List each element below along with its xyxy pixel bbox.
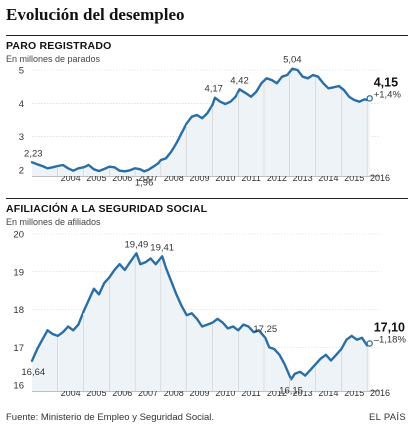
x-tick-label: 2010 [215,173,235,183]
area-fill [32,68,370,176]
y-tick-label: 16 [13,381,24,392]
x-tick-label: 2008 [164,173,184,183]
x-tick-label: 2012 [267,388,287,398]
section-divider [6,198,408,199]
data-label: 16,15 [279,385,303,396]
paro-chart: 2 3 4 5 2004 2005 2006 2007 2008 2009 2010 2011 2012… [19,55,402,189]
x-tick-label: 2013 [293,388,313,398]
chart1-subtitle: En millones de parados [6,54,101,64]
area-fill [32,253,370,391]
data-label: 17,25 [253,324,277,335]
data-label: 2,23 [24,148,43,159]
x-tick-label: 2011 [241,173,260,183]
x-tick-label: 2010 [215,388,235,398]
x-tick-label: 2007 [138,388,158,398]
last-change-label: +1,4% [374,89,402,100]
x-tick-label: 2006 [112,388,132,398]
x-tick-label: 2015 [344,388,364,398]
series-line [30,252,371,381]
series-line [30,67,371,173]
x-tick-label: 2016 [370,173,390,183]
x-tick-label: 2009 [190,388,210,398]
y-tick-label: 19 [13,267,24,278]
x-tick-label: 2008 [164,388,184,398]
page-title: Evolución del desempleo [6,5,185,24]
x-tick-label: 2004 [61,173,81,183]
x-tick-label: 2014 [318,388,338,398]
last-change-label: –1,18% [374,334,407,345]
x-tick-label: 2014 [318,173,338,183]
data-label: 19,49 [125,239,149,250]
x-tick-label: 2012 [267,173,287,183]
x-tick-label: 2005 [86,388,106,398]
chart2-subtitle: En millones de afiliados [6,217,101,227]
x-tick-label: 2004 [61,388,81,398]
data-label: 4,42 [230,75,249,86]
x-tick-label: 2007 [138,173,158,183]
y-tick-label: 20 [13,230,24,241]
last-value-label: 4,15 [374,75,398,89]
x-tick-label: 2011 [241,388,260,398]
x-tick-label: 2013 [293,173,313,183]
data-label: 1,96 [135,177,154,188]
data-label: 4,17 [204,84,223,95]
x-tick-label: 2015 [344,173,364,183]
y-tick-label: 3 [19,132,24,143]
last-point-marker [366,340,373,347]
data-label: 5,04 [283,55,302,66]
x-tick-label: 2016 [370,388,390,398]
x-tick-label: 2006 [112,173,132,183]
brand-logo: EL PAÍS [369,412,406,423]
data-label: 16,64 [21,367,45,378]
y-tick-label: 17 [13,343,24,354]
x-tick-label: 2005 [86,173,106,183]
y-tick-label: 2 [19,166,24,177]
section-divider [6,35,408,36]
chart2-title: AFILIACIÓN A LA SEGURIDAD SOCIAL [6,203,208,215]
y-tick-label: 4 [19,99,24,110]
data-label: 19,41 [150,242,174,253]
source-note: Fuente: Ministerio de Empleo y Seguridad… [6,412,215,423]
x-tick-label: 2009 [190,173,210,183]
chart1-title: PARO REGISTRADO [6,40,112,52]
y-tick-label: 18 [13,305,24,316]
last-value-label: 17,10 [374,320,405,334]
y-tick-label: 5 [19,66,24,77]
last-point-marker [366,95,373,102]
